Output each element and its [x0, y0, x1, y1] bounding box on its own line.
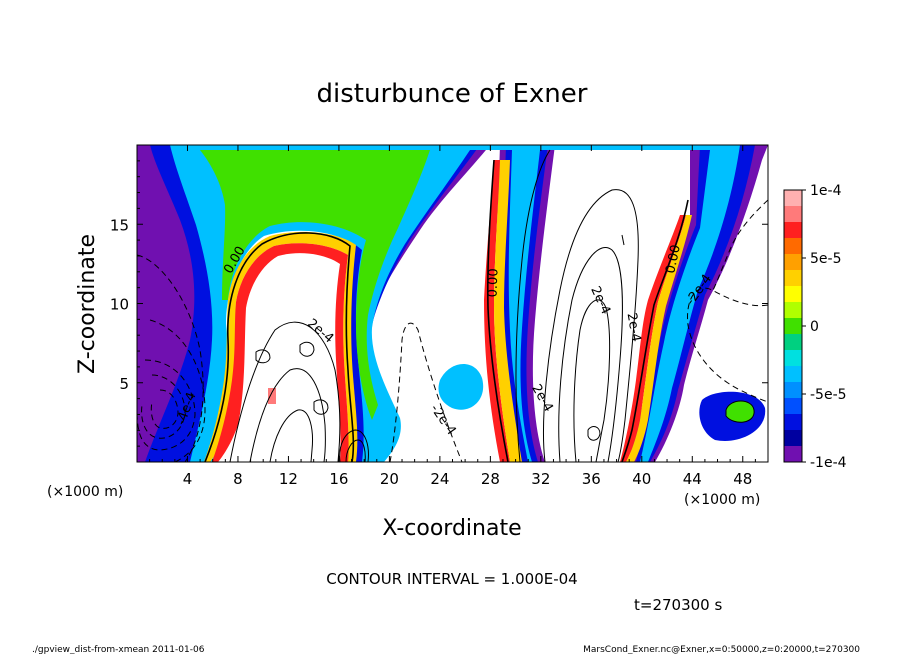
contour-neg-dash-4: [141, 374, 186, 439]
red-blob-left: [268, 388, 276, 404]
time-text: t=270300 s: [634, 596, 722, 614]
contour-pos-left-4: [339, 429, 369, 462]
footer-left: ./gpview_dist-from-xmean 2011-01-06: [32, 645, 205, 654]
colorbar-segment: [784, 350, 802, 367]
contour-pos-left-2: [249, 368, 326, 462]
chart-title: disturbunce of Exner: [317, 79, 588, 109]
y-tick-label: 15: [110, 216, 129, 234]
colorbar-tick-label: -1e-4: [810, 455, 847, 471]
contour-pos-mid-3: [573, 299, 611, 462]
contour-zero-mid: [487, 159, 509, 462]
colorbar-segment: [784, 430, 802, 447]
x-tick-label: 40: [632, 470, 651, 488]
contour-neg-dash-1: [137, 254, 204, 462]
colorbar-segment: [784, 190, 802, 207]
colorbar-tick-label: 5e-5: [810, 251, 841, 267]
colorbar-segment: [784, 302, 802, 319]
colorbar-segment: [784, 254, 802, 271]
colorbar-segment: [784, 366, 802, 383]
plot-area: 0.00 0.00 0.00 2e-4 2e-4 2e-4 2e-4 -2e-4…: [136, 144, 769, 463]
x-tick-label: 12: [279, 470, 298, 488]
contour-interval-text: CONTOUR INTERVAL = 1.000E-04: [326, 570, 577, 588]
colorbar: 1e-4 5e-5 0 -5e-5 -1e-4: [783, 183, 847, 471]
contour-label: 2e-4: [624, 312, 644, 343]
x-unit-label-left: (×1000 m): [47, 484, 123, 500]
contour-pos-left-1: [229, 321, 341, 462]
contour-pos-mid-1: [542, 189, 639, 462]
contour-neg-dash-right: [687, 287, 768, 403]
x-axis-title: X-coordinate: [382, 516, 521, 541]
colorbar-segment: [784, 270, 802, 287]
zero-band-mid-yellow: [494, 160, 522, 462]
x-tick-label: 20: [380, 470, 399, 488]
y-axis: 5 10 15: [110, 160, 768, 447]
x-tick-label: 4: [183, 470, 193, 488]
colorbar-segment: [784, 318, 802, 335]
zero-band-right-red: [620, 215, 686, 462]
colorbar-segment: [784, 446, 802, 463]
x-tick-label: 48: [733, 470, 752, 488]
contour-pos-left-6: [255, 349, 271, 364]
contour-label: 0.00: [486, 268, 502, 297]
x-tick-label: 8: [233, 470, 243, 488]
colorbar-tick-label: 1e-4: [810, 183, 842, 199]
colorbar-segment: [784, 286, 802, 303]
colorbar-segment: [784, 206, 802, 223]
contour-label: 0.00: [663, 244, 684, 275]
colorbar-segment: [784, 222, 802, 239]
contour-neg-dash-5: [150, 389, 179, 429]
contour-pos-mid-small: [587, 426, 601, 441]
y-axis-title: Z-coordinate: [75, 234, 100, 374]
y-tick-label: 5: [119, 375, 129, 393]
contour-pos-mid-4: [515, 149, 551, 462]
x-tick-label: 24: [430, 470, 449, 488]
zero-band-red: [212, 243, 349, 462]
colorbar-segment: [784, 398, 802, 415]
y-tick-label: 10: [110, 296, 129, 314]
contour-neg-dash-mid: [389, 322, 463, 462]
x-tick-label: 44: [683, 470, 702, 488]
colorbar-segment: [784, 382, 802, 399]
contour-lines: [137, 149, 768, 462]
contour-pos-left-8: [313, 399, 329, 415]
colorbar-tick-label: -5e-5: [810, 387, 847, 403]
negative-region-cyan: [170, 145, 740, 462]
contour-pos-left-7: [299, 341, 315, 357]
x-unit-label-right: (×1000 m): [684, 492, 760, 508]
contour-neg-dash-3: [137, 359, 196, 451]
colorbar-segment: [784, 414, 802, 431]
contour-pos-small-top: [621, 234, 625, 246]
x-tick-label: 16: [329, 470, 348, 488]
contour-pos-left-5: [345, 439, 366, 462]
x-tick-label: 36: [582, 470, 601, 488]
colorbar-segment: [784, 238, 802, 255]
x-axis: 4 8 12 16 20 24 28 32 36 40 44 48: [149, 145, 756, 488]
x-tick-label: 32: [531, 470, 550, 488]
zero-band-mid-red: [484, 160, 510, 462]
footer-right: MarsCond_Exner.nc@Exner,x=0:50000,z=0:20…: [583, 645, 860, 654]
green-blob-right-inner: [726, 401, 755, 423]
colorbar-segment: [784, 334, 802, 351]
negative-region-green: [200, 150, 430, 420]
contour-zero-left: [204, 232, 355, 462]
x-tick-label: 28: [481, 470, 500, 488]
contour-pos-right-blob: [725, 400, 755, 423]
colorbar-tick-label: 0: [810, 319, 819, 335]
contour-zero-right: [621, 199, 689, 462]
shaded-field: [137, 145, 768, 462]
contour-pos-left-3: [269, 409, 313, 462]
zero-band-right-yellow: [626, 215, 692, 462]
contour-pos-mid-2: [558, 247, 623, 462]
cyan-blob-mid: [438, 363, 484, 410]
